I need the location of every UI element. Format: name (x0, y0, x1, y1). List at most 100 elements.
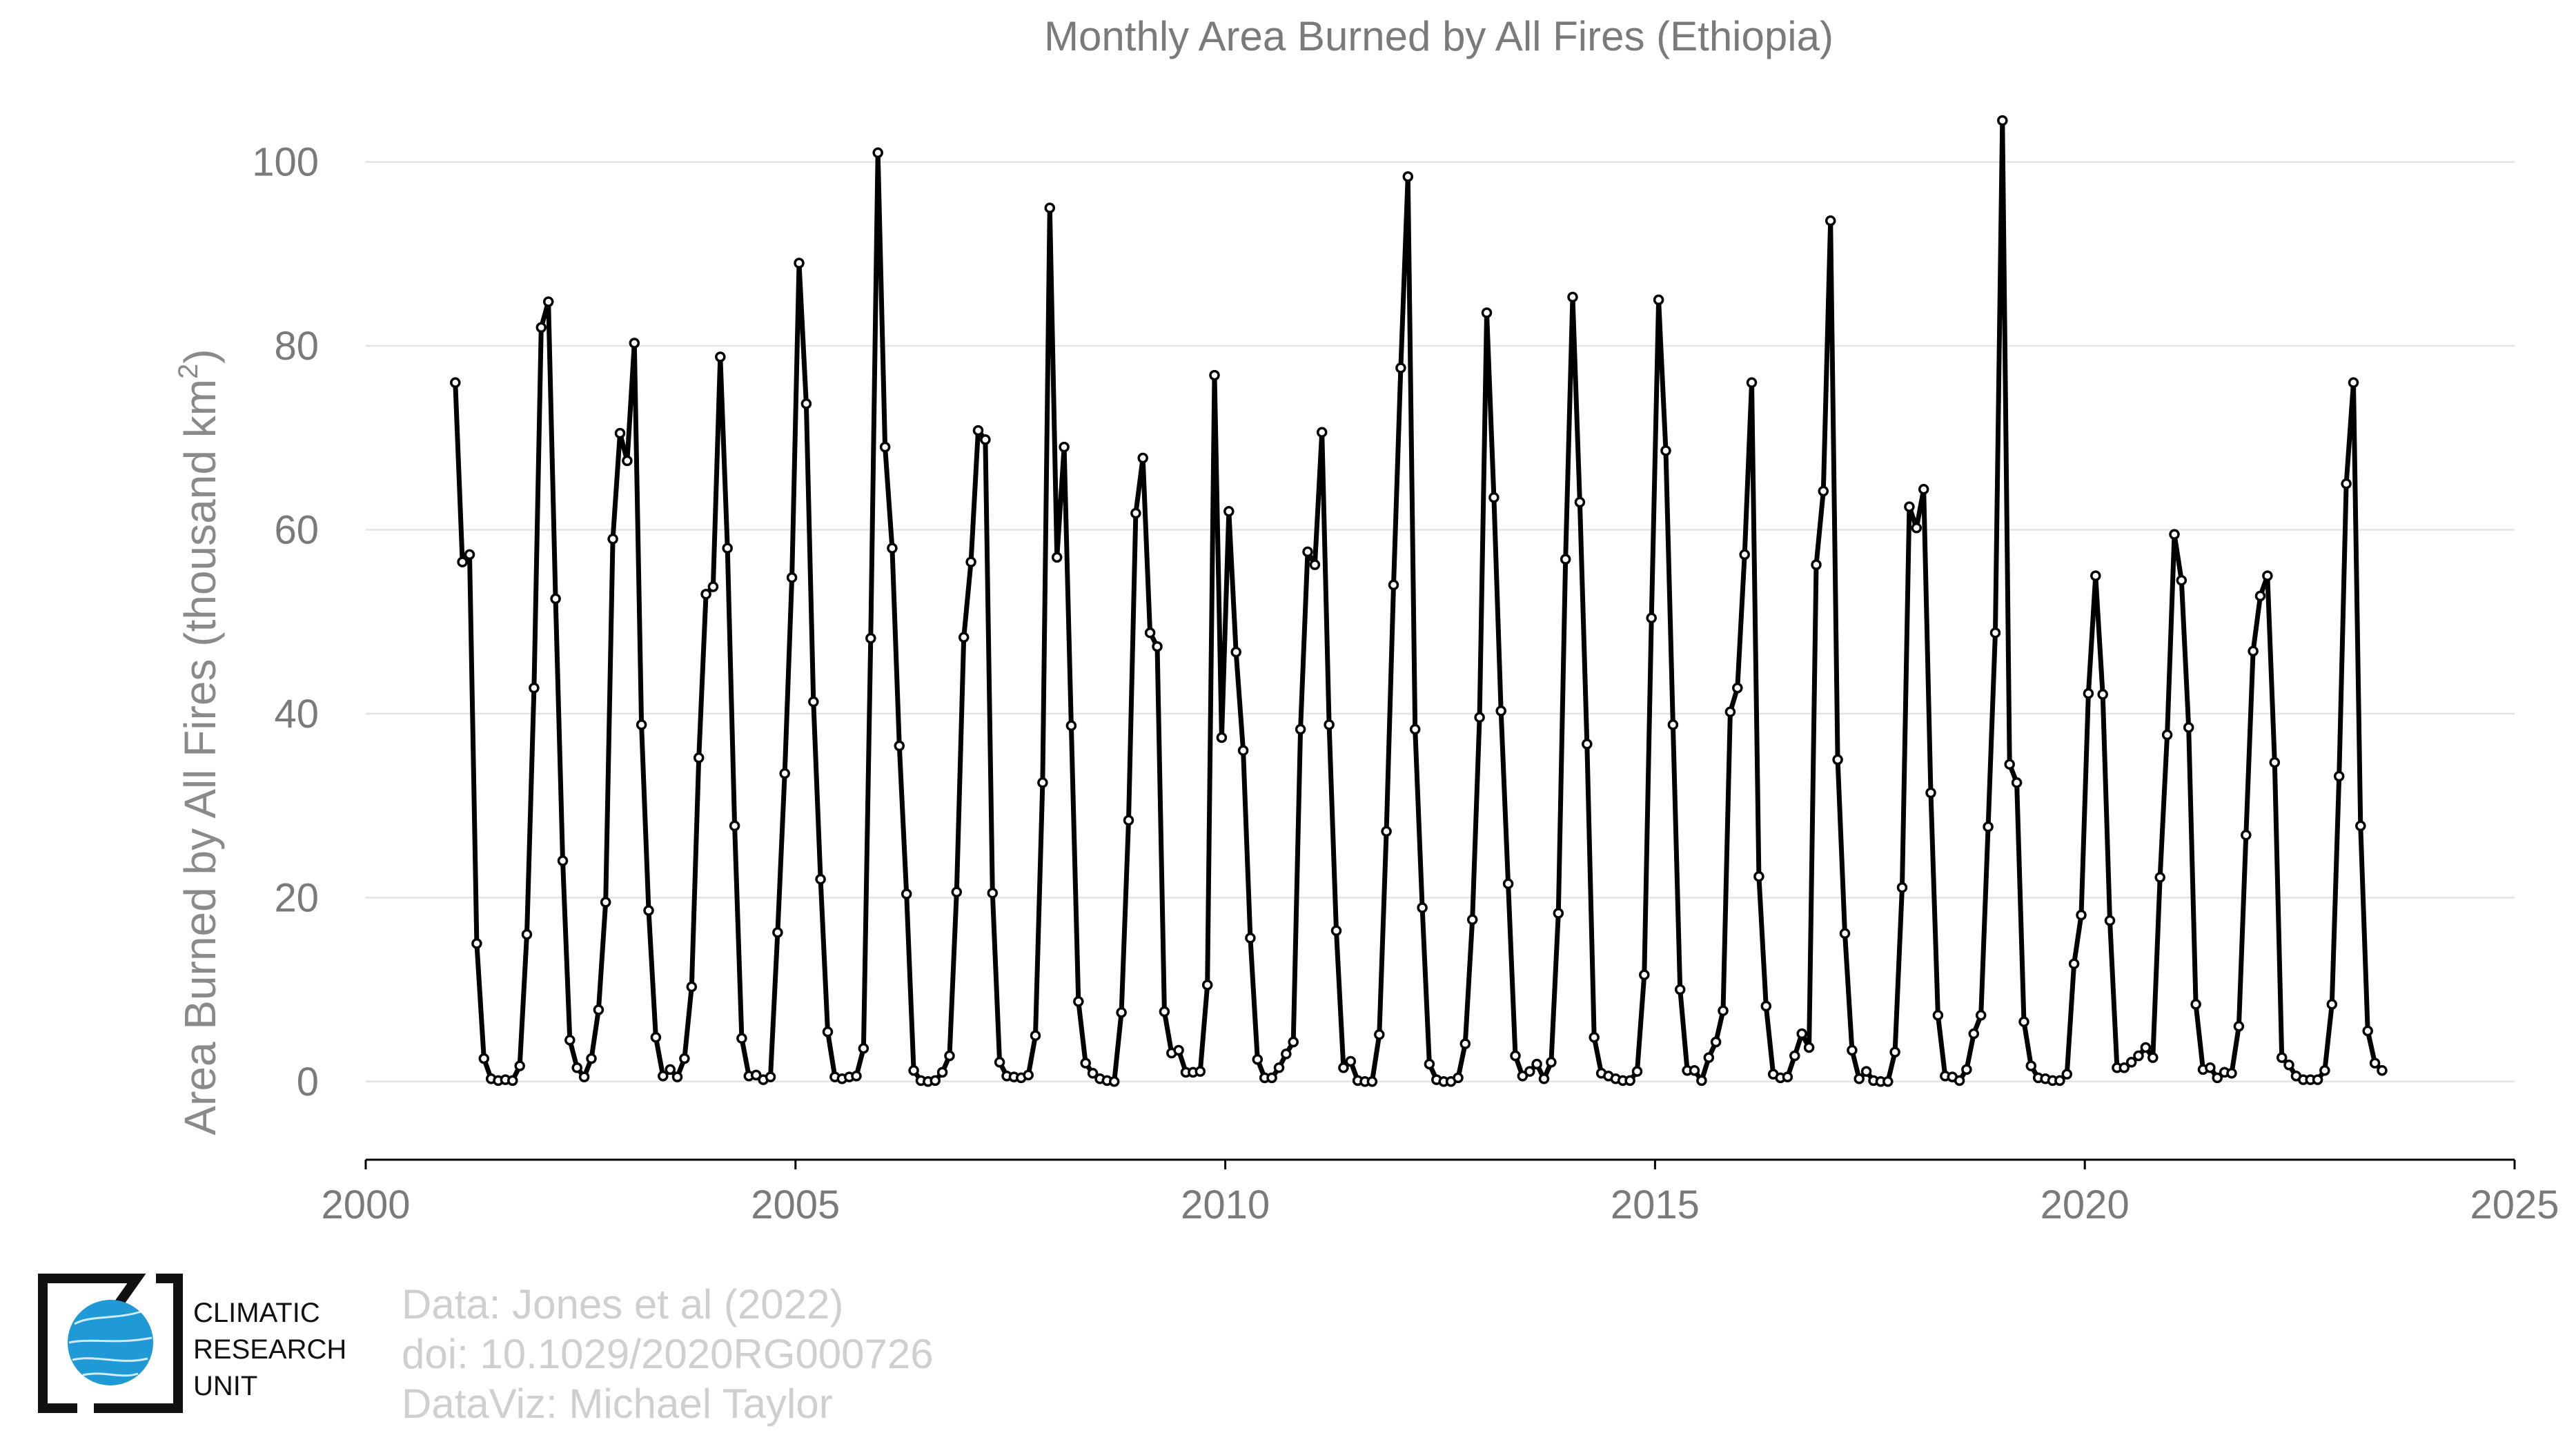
data-point (1466, 914, 1478, 926)
data-point (1653, 294, 1664, 306)
data-point (2068, 958, 2080, 969)
data-point (1739, 549, 1750, 561)
data-point (1223, 506, 1235, 517)
data-point (815, 873, 826, 885)
data-point (2125, 1057, 2137, 1068)
data-point (1954, 1075, 1965, 1087)
data-point (1123, 815, 1134, 826)
data-point (944, 1050, 955, 1062)
data-point (1481, 307, 1493, 318)
data-point (2262, 570, 2273, 581)
data-point (1023, 1069, 1034, 1081)
data-point (800, 398, 812, 409)
data-point (879, 441, 891, 453)
data-point (1173, 1044, 1184, 1056)
data-point (2283, 1060, 2294, 1071)
data-point (930, 1075, 941, 1087)
y-tick-label: 40 (274, 692, 319, 737)
data-point (2190, 999, 2201, 1010)
data-point (1459, 1038, 1471, 1049)
data-point (1882, 1076, 1894, 1087)
globe-icon (68, 1300, 153, 1385)
data-point (936, 1067, 948, 1078)
data-point (529, 682, 540, 694)
y-tick-labels: 0 20 40 60 80 100 (252, 140, 319, 1104)
data-point (542, 296, 554, 307)
data-point (1266, 1072, 1277, 1084)
data-point (1037, 777, 1048, 788)
data-point (2348, 377, 2359, 389)
data-point (1904, 501, 1915, 512)
series-points (450, 115, 2388, 1087)
data-point (2147, 1052, 2159, 1063)
data-point (2377, 1065, 2388, 1076)
data-point (2233, 1021, 2245, 1032)
data-point (715, 351, 726, 362)
data-point (1302, 546, 1313, 558)
data-point (464, 549, 475, 561)
data-point (614, 427, 626, 439)
data-point (1316, 427, 1328, 438)
data-point (535, 322, 547, 333)
logo-text-unit: UNIT (193, 1371, 257, 1401)
data-point (1245, 933, 1256, 944)
data-point (729, 820, 740, 832)
data-point (1252, 1054, 1264, 1065)
data-point (1746, 377, 1758, 389)
data-point (686, 981, 698, 993)
data-point (650, 1032, 662, 1043)
data-point (2169, 529, 2180, 540)
data-point (1825, 215, 1836, 226)
logo-text-climatic: CLIMATIC (193, 1298, 320, 1328)
data-point (1925, 787, 1936, 799)
data-point (1502, 878, 1514, 890)
data-point (1495, 705, 1506, 717)
data-point (457, 556, 468, 567)
y-axis-label: Area Burned by All Fires (thousand km2) (173, 349, 225, 1135)
data-point (794, 257, 805, 269)
y-tick-label: 80 (274, 324, 319, 369)
data-point (1030, 1030, 1041, 1041)
data-point (1732, 682, 1743, 694)
data-point (887, 543, 898, 554)
data-point (1395, 362, 1406, 373)
data-point (2025, 1060, 2037, 1071)
data-point (2176, 574, 2187, 586)
data-point (808, 696, 819, 708)
data-point (779, 768, 790, 779)
data-point (521, 928, 533, 940)
data-point (2097, 689, 2108, 700)
data-point (2018, 1016, 2029, 1027)
data-point (2241, 829, 2252, 841)
data-point (1159, 1006, 1170, 1017)
cru-logo: CLIMATIC RESEARCH UNIT (38, 1274, 346, 1413)
data-point (786, 572, 798, 583)
data-point (1983, 821, 1994, 832)
globe-swirl-icon (68, 1310, 153, 1377)
data-point (1510, 1050, 1521, 1062)
y-tick-label: 60 (274, 507, 319, 552)
data-point (1044, 202, 1056, 213)
data-point (1847, 1044, 1858, 1056)
x-tick-label: 2015 (1611, 1182, 1700, 1227)
chart-title: Monthly Area Burned by All Fires (Ethiop… (1044, 13, 1833, 59)
credit-doi: doi: 10.1029/2020RG000726 (402, 1331, 934, 1377)
data-point (2269, 757, 2281, 768)
data-point (1538, 1073, 1550, 1084)
data-point (2090, 570, 2101, 581)
data-point (1080, 1058, 1091, 1069)
data-point (851, 1071, 862, 1082)
data-point (2226, 1068, 2237, 1079)
data-point (1574, 496, 1586, 508)
data-point (1108, 1076, 1120, 1087)
y-tick-label: 0 (297, 1060, 319, 1104)
data-point (1961, 1064, 1972, 1075)
data-point (2154, 872, 2165, 883)
data-point (2333, 770, 2345, 782)
data-point (1194, 1066, 1206, 1077)
data-point (1896, 882, 1908, 893)
data-point (600, 897, 611, 908)
data-point (1524, 1066, 1535, 1077)
data-point (700, 588, 711, 600)
